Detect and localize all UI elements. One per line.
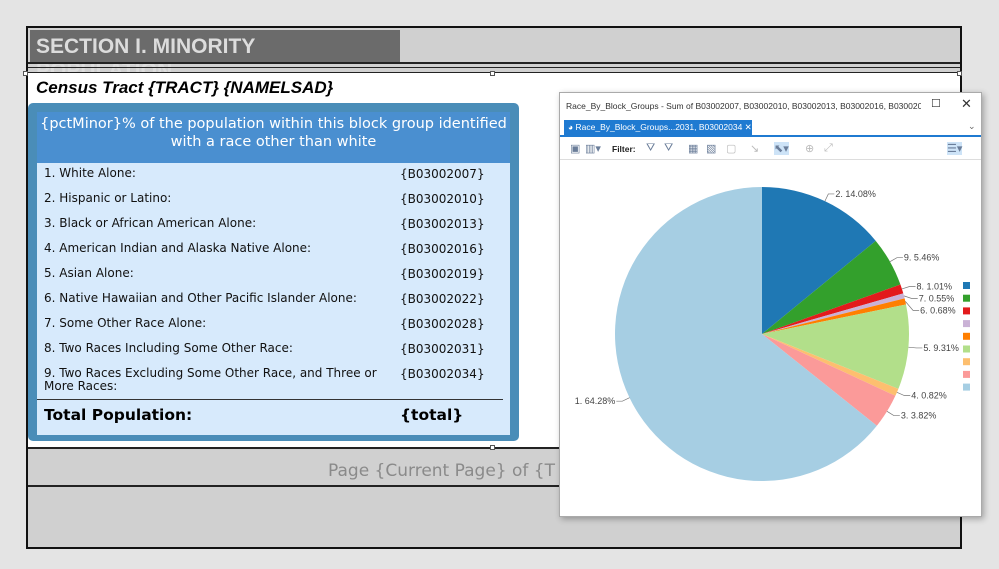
row-label: 1. White Alone: <box>44 166 136 180</box>
filter-selection-icon[interactable]: ⛛ <box>664 142 674 154</box>
chevron-down-icon[interactable]: ⌄ <box>968 121 976 131</box>
slice-label: 5. 9.31% <box>923 343 959 353</box>
close-button[interactable]: ✕ <box>961 96 972 111</box>
legend-swatch[interactable] <box>963 383 970 391</box>
row-value: {B03002019} <box>400 267 485 281</box>
close-tab-icon[interactable]: ✕ <box>742 122 752 132</box>
label-leader <box>903 295 918 299</box>
row-value: {B03002022} <box>400 292 485 306</box>
tract-title: Census Tract {TRACT} {NAMELSAD} <box>36 78 334 97</box>
row-label: 4. American Indian and Alaska Native Alo… <box>44 241 312 255</box>
pie-slice[interactable] <box>762 304 909 389</box>
total-label: Total Population: <box>44 406 193 424</box>
slice-label: 4. 0.82% <box>911 391 947 401</box>
legend-swatch[interactable] <box>963 370 970 378</box>
row-label: 9. Two Races Excluding Some Other Race, … <box>44 366 377 393</box>
filter-extent-icon[interactable]: ⛛ <box>646 142 656 154</box>
tab-underline <box>560 135 981 137</box>
legend-swatch[interactable] <box>963 294 970 302</box>
label-leader <box>901 286 916 290</box>
row-label: 6. Native Hawaiian and Other Pacific Isl… <box>44 291 357 305</box>
zoom-in-icon[interactable]: ⊕ <box>805 143 815 155</box>
row-value: {B03002016} <box>400 242 485 256</box>
pie-slice[interactable] <box>762 240 901 334</box>
slice-label: 1. 64.28% <box>575 396 616 406</box>
legend-swatch[interactable] <box>963 320 970 328</box>
table-icon[interactable]: ▦ <box>688 143 699 155</box>
legend-swatch[interactable] <box>963 282 970 289</box>
label-leader <box>908 346 923 349</box>
slice-label: 6. 0.68% <box>920 306 956 316</box>
slice-label: 7. 0.55% <box>919 294 955 304</box>
label-leader <box>896 392 911 396</box>
legend-swatch[interactable] <box>963 332 970 340</box>
row-label: 3. Black or African American Alone: <box>44 216 257 230</box>
chart-tab[interactable]: ◕ Race_By_Block_Groups...2031, B03002034… <box>564 120 752 136</box>
label-leader <box>905 301 920 311</box>
table-body: 1. White Alone: {B03002007} 2. Hispanic o… <box>37 163 510 435</box>
pie-slice[interactable] <box>614 186 877 481</box>
pie-slice[interactable] <box>762 298 906 334</box>
pie-slice[interactable] <box>762 334 899 396</box>
maximize-button[interactable]: ☐ <box>931 98 941 110</box>
divider <box>28 67 960 68</box>
clear-icon[interactable]: ↘ <box>750 143 760 155</box>
pie-slice[interactable] <box>762 334 896 426</box>
total-value: {total} <box>400 406 464 424</box>
row-value: {B03002034} <box>400 367 485 381</box>
export-icon[interactable]: ▧ <box>706 143 717 155</box>
row-label: 8. Two Races Including Some Other Race: <box>44 341 293 355</box>
tab-label: Race_By_Block_Groups...2031, B03002034 <box>575 122 743 132</box>
row-value: {B03002013} <box>400 217 485 231</box>
legend-swatch[interactable] <box>963 358 970 366</box>
table-header: {pctMinor}% of the population within thi… <box>37 112 510 163</box>
full-extent-icon[interactable]: ⤢ <box>824 142 833 154</box>
page-number: Page {Current Page} of {T <box>328 461 555 481</box>
divider <box>28 485 960 487</box>
pie-slice[interactable] <box>762 187 876 334</box>
copy-icon[interactable]: ▢ <box>726 143 737 155</box>
filter-label: Filter: <box>612 144 636 154</box>
slice-label: 8. 1.01% <box>917 282 953 292</box>
row-value: {B03002031} <box>400 342 485 356</box>
window-title: Race_By_Block_Groups - Sum of B03002007,… <box>566 101 921 111</box>
slice-label: 9. 5.46% <box>904 253 940 263</box>
slice-label: 2. 14.08% <box>835 189 876 199</box>
row-label: 5. Asian Alone: <box>44 266 134 280</box>
total-divider <box>37 399 503 400</box>
resize-handle[interactable] <box>490 445 495 450</box>
resize-handle[interactable] <box>23 71 28 76</box>
properties-icon[interactable]: ▣ <box>570 143 581 155</box>
label-leader <box>824 193 835 202</box>
resize-handle[interactable] <box>957 71 962 76</box>
pie-slice[interactable] <box>762 293 905 334</box>
label-leader <box>889 257 903 262</box>
pie-chart-icon: ◕ <box>568 122 576 132</box>
select-icon[interactable]: ⬉▾ <box>774 142 789 155</box>
row-value: {B03002028} <box>400 317 485 331</box>
legend-swatch[interactable] <box>963 345 970 353</box>
chart-toolbar: ▣ ▥▾ Filter: ⛛ ⛛ ▦ ▧ ▢ ↘ ⬉▾ ⊕ ⤢ ☰▾ <box>560 138 981 160</box>
row-value: {B03002007} <box>400 167 485 181</box>
legend-icon[interactable]: ☰▾ <box>947 142 963 155</box>
pie-slice[interactable] <box>762 284 904 334</box>
row-label: 7. Some Other Race Alone: <box>44 316 207 330</box>
chart-type-icon[interactable]: ▥▾ <box>585 143 601 155</box>
legend-swatch[interactable] <box>963 307 970 315</box>
label-leader <box>616 397 630 402</box>
divider <box>28 62 960 64</box>
row-value: {B03002010} <box>400 192 485 206</box>
row-label: 2. Hispanic or Latino: <box>44 191 172 205</box>
slice-label: 3. 3.82% <box>901 411 937 421</box>
label-leader <box>886 411 900 416</box>
resize-handle[interactable] <box>490 71 495 76</box>
